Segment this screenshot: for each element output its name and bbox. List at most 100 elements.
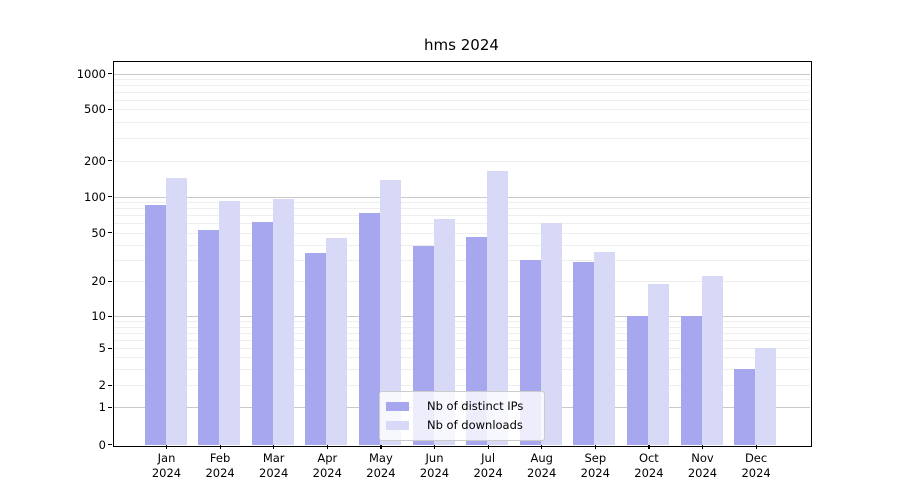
y-gridline-minor: [113, 321, 810, 322]
x-tick-year: 2024: [151, 466, 182, 480]
x-tick-label-oct: Oct 2024: [609, 451, 689, 481]
y-tick-mark: [108, 280, 112, 283]
bar-distinct-ips-may: [358, 213, 380, 445]
bar-downloads-jan: [165, 178, 187, 445]
bar-downloads-jun: [433, 219, 455, 445]
y-tick-label: 10: [91, 309, 106, 324]
y-gridline-minor: [113, 160, 810, 162]
x-tick-mark: [326, 445, 328, 449]
x-tick-month: Mar: [262, 451, 285, 465]
x-tick-mark: [487, 445, 489, 449]
x-tick-mark: [166, 445, 168, 449]
y-gridline-minor: [113, 368, 810, 370]
x-tick-month: May: [369, 451, 393, 465]
chart-title: hms 2024: [424, 36, 499, 54]
y-tick-mark: [108, 73, 112, 75]
legend-entry-distinct-ips: Nb of distinct IPs: [386, 397, 536, 416]
x-tick-month: Feb: [209, 451, 231, 465]
x-tick-month: Dec: [744, 451, 768, 465]
x-tick-year: 2024: [527, 466, 557, 480]
x-tick-month: Oct: [638, 451, 659, 465]
y-gridline-minor: [113, 215, 810, 217]
x-tick-year: 2024: [259, 466, 289, 480]
x-tick-month: Nov: [691, 451, 714, 465]
x-tick-year: 2024: [473, 466, 503, 480]
bar-distinct-ips-oct: [626, 316, 648, 445]
y-tick-mark: [108, 160, 112, 162]
y-gridline-minor: [113, 79, 810, 80]
y-tick-label: 0: [98, 437, 106, 452]
y-gridline-minor: [113, 281, 810, 283]
x-tick-year: 2024: [580, 466, 610, 480]
y-gridline-major: [113, 196, 810, 198]
y-tick-label: 500: [84, 102, 106, 117]
bar-distinct-ips-apr: [305, 253, 327, 445]
bar-downloads-mar: [272, 198, 294, 445]
y-tick-mark: [108, 232, 112, 234]
bar-downloads-nov: [701, 276, 723, 445]
bar-distinct-ips-feb: [198, 229, 220, 445]
bar-downloads-apr: [326, 238, 348, 445]
x-tick-year: 2024: [312, 466, 342, 480]
y-tick-label: 5: [98, 341, 106, 356]
y-tick-label: 100: [84, 189, 106, 204]
x-tick-label-mar: Mar 2024: [234, 451, 314, 481]
bar-downloads-jul: [487, 170, 509, 445]
y-tick-mark: [108, 384, 112, 386]
legend: Nb of distinct IPs Nb of downloads: [379, 391, 545, 441]
bar-distinct-ips-sep: [573, 261, 595, 445]
x-tick-year: 2024: [205, 466, 235, 480]
x-tick-label-jan: Jan 2024: [127, 451, 207, 481]
x-tick-year: 2024: [687, 466, 718, 480]
y-gridline-major: [113, 316, 810, 318]
legend-label-distinct-ips: Nb of distinct IPs: [427, 399, 524, 413]
y-gridline-minor: [113, 232, 810, 234]
plot-area: Nb of distinct IPs Nb of downloads: [113, 61, 810, 445]
y-gridline-minor: [113, 326, 810, 328]
bar-downloads-aug: [540, 223, 562, 445]
y-tick-mark: [108, 196, 112, 198]
y-gridline-minor: [113, 109, 810, 111]
y-gridline-minor: [113, 357, 810, 359]
y-tick-label: 20: [91, 274, 106, 289]
x-tick-month: Jun: [425, 451, 444, 465]
x-tick-mark: [594, 445, 596, 449]
x-tick-label-jul: Jul 2024: [448, 451, 528, 481]
x-tick-label-dec: Dec 2024: [716, 451, 796, 481]
y-tick-mark: [108, 406, 112, 408]
y-tick-label: 1000: [76, 66, 106, 81]
x-tick-mark: [219, 445, 221, 449]
x-tick-label-feb: Feb 2024: [180, 451, 260, 481]
y-gridline-minor: [113, 385, 810, 387]
y-gridline-minor: [113, 208, 810, 210]
y-gridline-minor: [113, 138, 810, 139]
y-gridline-minor: [113, 202, 810, 204]
x-tick-month: Sep: [584, 451, 607, 465]
bar-downloads-feb: [219, 200, 241, 445]
x-tick-month: Aug: [530, 451, 553, 465]
y-gridline-minor: [113, 223, 810, 225]
legend-swatch-downloads: [386, 421, 409, 430]
y-gridline-major: [113, 73, 810, 75]
x-tick-label-apr: Apr 2024: [287, 451, 367, 481]
y-tick-mark: [108, 315, 112, 317]
x-tick-year: 2024: [366, 466, 396, 480]
bar-distinct-ips-nov: [680, 316, 702, 445]
y-gridline-minor: [113, 348, 810, 350]
y-tick-label: 200: [84, 153, 106, 168]
y-tick-label: 2: [98, 378, 106, 393]
y-tick-label: 1: [98, 400, 106, 415]
y-gridline-minor: [113, 85, 810, 87]
y-gridline-minor: [113, 259, 810, 261]
x-tick-label-may: May 2024: [341, 451, 421, 481]
y-gridline-minor: [113, 99, 810, 101]
legend-entry-downloads: Nb of downloads: [386, 416, 536, 435]
x-tick-label-aug: Aug 2024: [502, 451, 582, 481]
x-tick-month: Jan: [157, 451, 176, 465]
bar-downloads-sep: [594, 251, 616, 445]
y-tick-label: 50: [91, 225, 106, 240]
y-gridline-minor: [113, 121, 810, 123]
bar-downloads-dec: [755, 348, 777, 445]
x-tick-mark: [273, 445, 275, 449]
